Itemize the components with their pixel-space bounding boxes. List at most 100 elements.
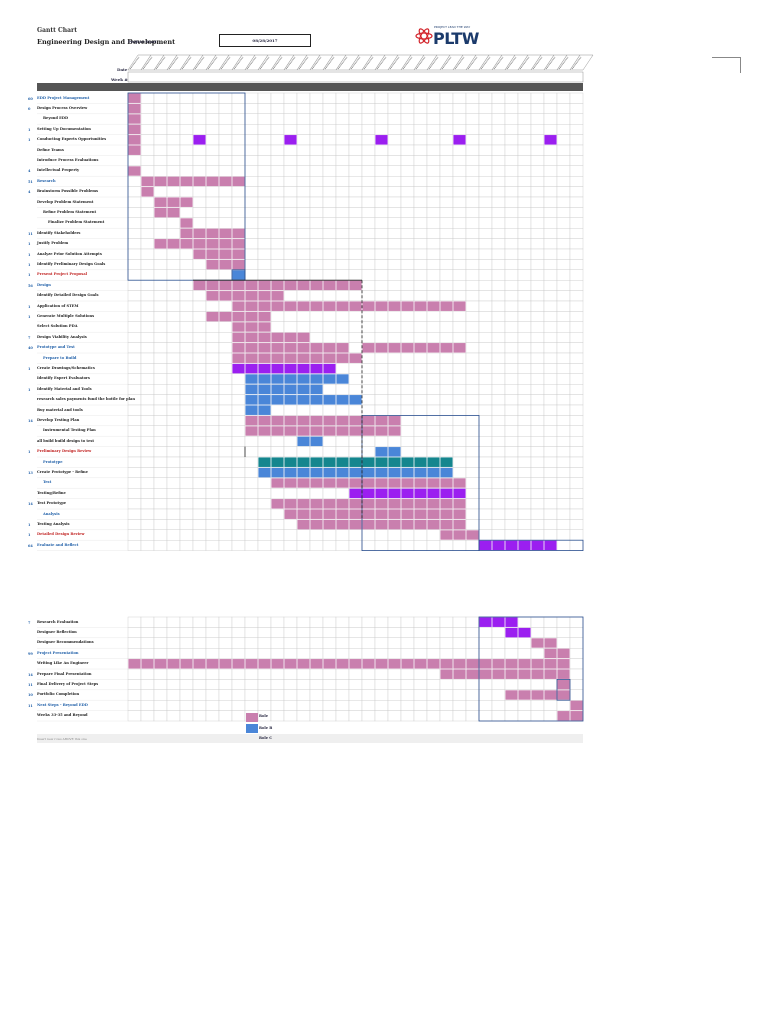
grid-cell <box>127 373 142 385</box>
grid-cell <box>283 668 298 680</box>
task-label: Detailed Design Review <box>37 532 85 537</box>
grid-cell <box>218 207 233 218</box>
grid-cell <box>361 332 376 343</box>
gantt-bar-cell <box>310 342 323 353</box>
grid-cell <box>257 446 272 458</box>
grid-cell <box>335 238 350 250</box>
gantt-bar-cell <box>427 301 440 312</box>
grid-cell <box>504 456 519 468</box>
grid-cell <box>348 103 363 115</box>
grid-cell <box>452 238 467 250</box>
gantt-bar-cell <box>245 301 258 312</box>
gantt-bar-cell <box>544 669 557 680</box>
grid-cell <box>309 700 324 711</box>
task-label: Develop Problem Statement <box>37 199 94 204</box>
grid-cell <box>166 342 181 354</box>
grid-cell <box>387 269 402 281</box>
grid-cell <box>257 508 272 520</box>
grid-cell <box>530 648 545 659</box>
gantt-bar-cell <box>232 238 245 249</box>
grid-cell <box>166 363 181 374</box>
task-label: Buy material and tools <box>37 407 83 412</box>
grid-cell <box>452 467 467 478</box>
task-duration: 51 <box>28 179 33 184</box>
grid-cell <box>400 196 415 208</box>
gantt-bar-cell <box>349 301 362 312</box>
grid-cell <box>491 290 506 302</box>
grid-cell <box>153 363 168 374</box>
grid-cell <box>530 679 545 691</box>
grid-cell <box>491 700 506 711</box>
grid-cell <box>478 269 493 281</box>
grid-cell <box>530 196 545 208</box>
gantt-bar-cell <box>349 509 362 520</box>
grid-cell <box>296 689 311 701</box>
project-start-date-field[interactable]: 08/28/2017 <box>219 34 311 47</box>
grid-cell <box>452 280 467 291</box>
grid-cell <box>478 134 493 146</box>
grid-cell <box>569 227 584 239</box>
grid-cell <box>387 436 402 447</box>
grid-cell <box>361 269 376 281</box>
grid-cell <box>400 436 415 447</box>
grid-cell <box>400 269 415 281</box>
grid-cell <box>374 92 389 104</box>
grid-cell <box>387 290 402 302</box>
grid-cell <box>504 92 519 104</box>
gantt-bar-cell <box>258 290 271 301</box>
gantt-bar-cell <box>323 477 336 489</box>
grid-cell <box>439 217 454 229</box>
grid-cell <box>491 508 506 520</box>
grid-cell <box>166 404 181 416</box>
grid-cell <box>491 259 506 270</box>
grid-cell <box>400 113 415 125</box>
grid-cell <box>153 668 168 680</box>
task-label: EDD Project Management <box>37 95 90 100</box>
gantt-bar-cell <box>284 509 297 520</box>
grid-cell <box>335 384 350 395</box>
grid-cell <box>257 175 272 187</box>
grid-cell <box>556 311 571 322</box>
grid-cell <box>192 498 207 510</box>
grid-cell <box>556 363 571 374</box>
grid-cell <box>153 311 168 322</box>
grid-cell <box>322 540 337 551</box>
grid-cell <box>270 668 285 680</box>
gantt-bar-cell <box>375 498 388 509</box>
task-label: Define Teams <box>37 147 64 152</box>
grid-cell <box>517 332 532 343</box>
grid-cell <box>153 300 168 312</box>
grid-cell <box>465 508 480 520</box>
grid-cell <box>543 155 558 166</box>
grid-cell <box>218 103 233 115</box>
grid-cell <box>504 300 519 312</box>
grid-cell <box>179 363 194 374</box>
grid-cell <box>504 217 519 229</box>
grid-cell <box>231 373 246 385</box>
grid-cell <box>257 529 272 541</box>
grid-cell <box>322 700 337 711</box>
grid-cell <box>491 436 506 447</box>
gantt-bar-cell <box>258 332 271 343</box>
grid-cell <box>517 134 532 146</box>
grid-cell <box>361 352 376 364</box>
grid-cell <box>218 404 233 416</box>
grid-cell <box>491 373 506 385</box>
gantt-bar-cell <box>128 113 141 125</box>
grid-cell <box>478 332 493 343</box>
grid-cell <box>387 700 402 711</box>
grid-cell <box>309 207 324 218</box>
grid-cell <box>283 488 298 499</box>
grid-cell <box>257 616 272 628</box>
grid-cell <box>205 363 220 374</box>
grid-cell <box>348 373 363 385</box>
grid-cell <box>530 700 545 711</box>
grid-cell <box>231 186 246 198</box>
gantt-bar-cell <box>388 658 401 669</box>
grid-cell <box>400 227 415 239</box>
grid-cell <box>192 508 207 520</box>
grid-cell <box>296 92 311 104</box>
grid-cell <box>205 616 220 628</box>
gantt-bar-cell <box>297 332 310 343</box>
task-label: Application of STEM <box>37 303 79 308</box>
